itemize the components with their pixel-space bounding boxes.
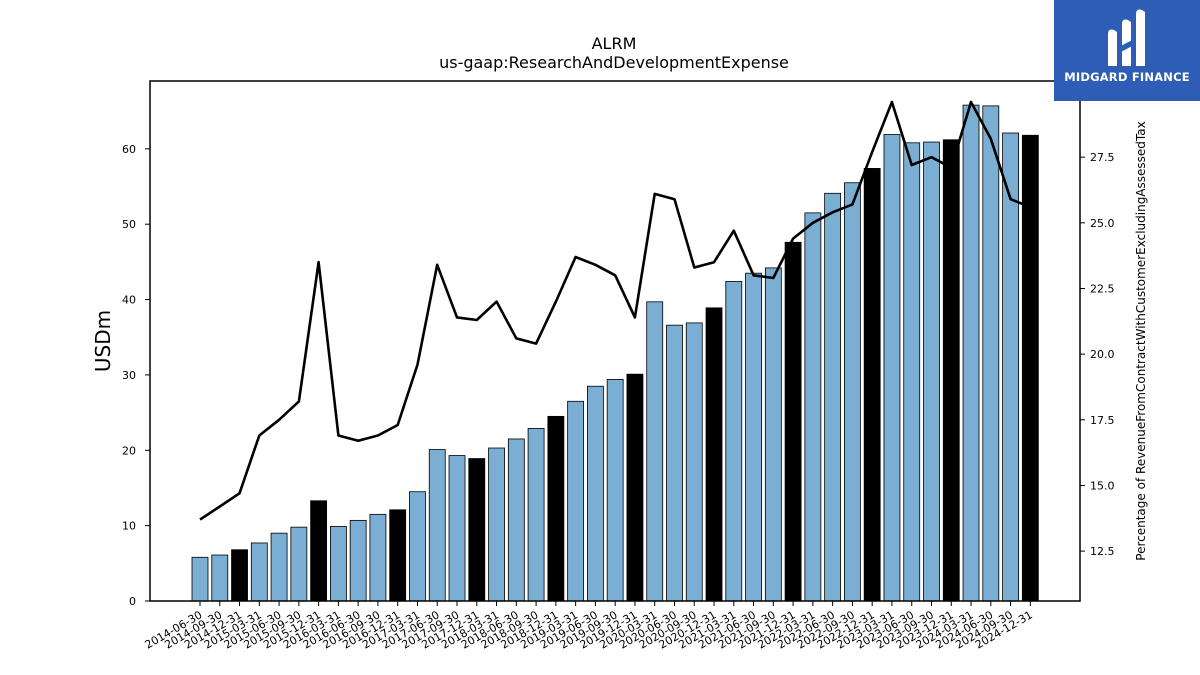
bar-2023-12-31 — [942, 139, 960, 602]
bar-2018-03-31 — [488, 447, 505, 602]
bar-2022-03-31 — [804, 212, 822, 602]
bar-2016-12-31 — [389, 509, 407, 602]
bar-2023-06-30 — [903, 142, 921, 602]
y-tick-label: 40 — [122, 294, 136, 307]
y-tick-label: 20 — [122, 444, 136, 457]
bar-2021-06-30 — [745, 272, 762, 602]
y2-tick-label: 12.5 — [1090, 545, 1115, 558]
bar-2014-12-31 — [231, 549, 248, 602]
bar-2019-03-31 — [567, 400, 585, 602]
bar-2015-09-30 — [290, 526, 308, 602]
y-tick-label: 60 — [122, 143, 136, 156]
y-axis-left-ticks: 0 10 20 30 40 50 60 — [122, 143, 150, 608]
bar-series — [191, 104, 1039, 602]
bar-2019-12-31 — [626, 373, 644, 602]
y-tick-label: 50 — [122, 218, 136, 231]
bar-2020-06-30 — [666, 324, 683, 602]
bar-2018-12-31 — [547, 415, 565, 602]
plot-frame — [149, 80, 1081, 602]
midgard-finance-logo-icon — [1108, 9, 1145, 66]
bar-2016-09-30 — [369, 513, 387, 602]
bar-2021-09-30 — [764, 267, 782, 602]
bar-2019-06-30 — [587, 385, 604, 602]
y2-tick-label: 17.5 — [1090, 414, 1115, 427]
chart-subtitle: us-gaap:ResearchAndDevelopmentExpense — [439, 53, 789, 72]
y-tick-label: 30 — [122, 369, 136, 382]
x-axis-ticks: 2014-06-302014-09-302014-12-312015-03-31… — [143, 601, 1035, 652]
bar-2019-09-30 — [606, 379, 624, 602]
bar-2014-06-30 — [191, 556, 209, 602]
y2-tick-label: 27.5 — [1090, 151, 1115, 164]
bar-2024-09-30 — [1002, 132, 1019, 602]
bar-2018-09-30 — [527, 428, 545, 602]
bar-2023-09-30 — [923, 141, 940, 602]
bar-2021-12-31 — [784, 241, 802, 602]
bar-2017-12-31 — [468, 458, 486, 602]
bar-2024-06-30 — [982, 105, 1000, 602]
y-tick-label: 0 — [129, 595, 136, 608]
y-axis-right-label: Percentage of RevenueFromContractWithCus… — [1134, 121, 1148, 560]
bar-2024-03-31 — [962, 104, 980, 602]
bar-2018-06-30 — [507, 438, 525, 602]
bar-2023-03-31 — [883, 134, 901, 602]
bar-2016-03-31 — [329, 525, 347, 602]
bar-2017-06-30 — [428, 449, 446, 602]
bar-2021-03-31 — [725, 281, 743, 602]
y-tick-label: 10 — [122, 520, 136, 533]
y2-tick-label: 22.5 — [1090, 282, 1115, 295]
bar-2022-09-30 — [844, 182, 861, 602]
bar-2016-06-30 — [349, 519, 367, 602]
bar-2020-03-31 — [646, 301, 664, 602]
bar-2022-06-30 — [824, 192, 842, 602]
chart-title: ALRM — [592, 34, 637, 53]
bar-2014-09-30 — [211, 554, 229, 602]
y2-tick-label: 25.0 — [1090, 217, 1115, 230]
bar-2015-03-31 — [250, 542, 268, 602]
y2-tick-label: 20.0 — [1090, 348, 1115, 361]
y-axis-left-label: USDm — [91, 310, 115, 372]
revenue-percentage-line — [199, 100, 1031, 521]
brand-name: MIDGARD FINANCE — [1064, 70, 1190, 84]
bar-2017-09-30 — [448, 455, 466, 602]
y2-tick-label: 15.0 — [1090, 479, 1115, 492]
bar-2020-12-31 — [705, 307, 723, 602]
bar-2020-09-30 — [685, 322, 703, 602]
bar-2015-06-30 — [270, 532, 288, 602]
y-axis-right-ticks: 12.5 15.0 17.5 20.0 22.5 25.0 27.5 — [1080, 151, 1115, 558]
bar-2022-12-31 — [863, 168, 881, 602]
bar-2015-12-31 — [310, 500, 328, 602]
bar-2017-03-31 — [409, 491, 426, 602]
midgard-finance-logo: MIDGARD FINANCE — [1054, 0, 1200, 101]
